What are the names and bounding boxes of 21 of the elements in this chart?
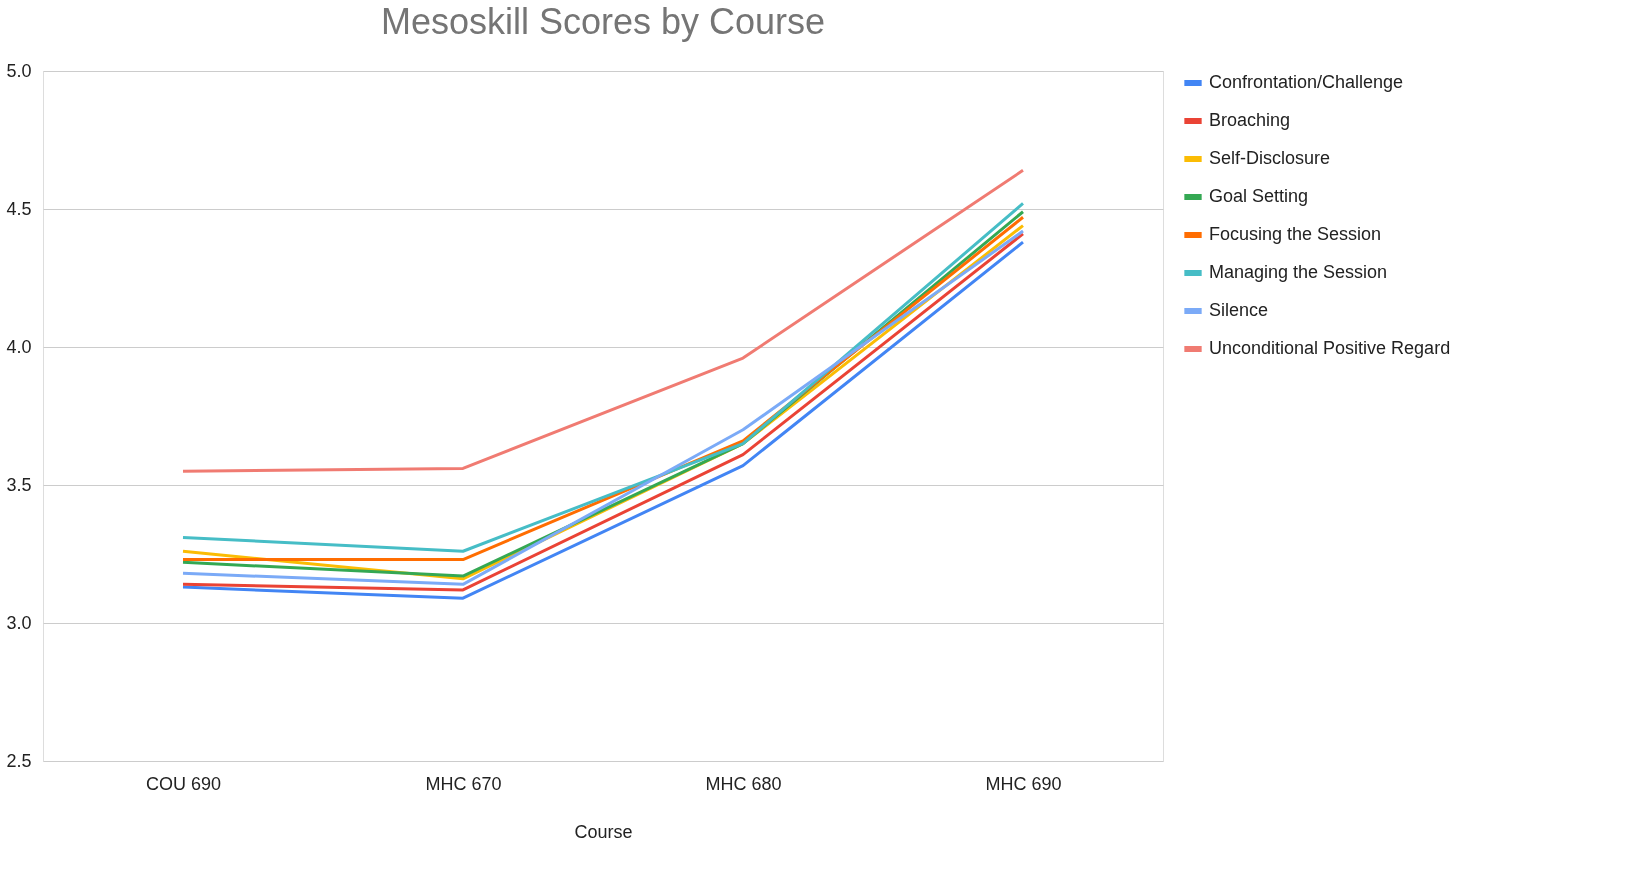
y-tick-label: 2.5 [6,750,32,771]
x-tick-label: MHC 680 [705,773,782,794]
legend-label: Focusing the Session [1209,224,1382,244]
y-tick-label: 4.0 [6,336,32,357]
x-tick-label: MHC 670 [425,773,502,794]
legend-label: Confrontation/Challenge [1209,72,1404,92]
x-tick-label: COU 690 [145,773,222,794]
y-tick-label: 3.5 [6,474,32,495]
x-tick-label: MHC 690 [985,773,1062,794]
line-series [181,168,1025,473]
legend-label: Managing the Session [1209,262,1388,282]
chart-title: Mesoskill Scores by Course [380,1,826,42]
y-tick-label: 4.5 [6,198,32,219]
y-tick-label: 3.0 [6,612,32,633]
legend-label: Unconditional Positive Regard [1209,338,1451,358]
legend-label: Broaching [1209,110,1291,130]
x-axis-title: Course [574,821,633,842]
legend-label: Silence [1209,300,1269,320]
legend-label: Goal Setting [1209,186,1309,206]
legend-label: Self-Disclosure [1209,148,1331,168]
y-tick-label: 5.0 [6,60,32,81]
